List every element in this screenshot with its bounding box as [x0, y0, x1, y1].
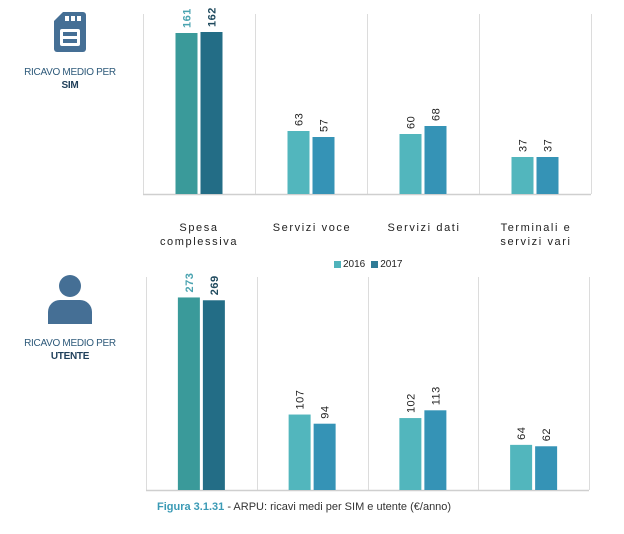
- bar-2017-3: [424, 410, 447, 490]
- bar-2016-1: [177, 297, 200, 490]
- legend-item-2016: 2016: [334, 259, 365, 270]
- user-label-line2: UTENTE: [50, 351, 90, 362]
- category-label-line: Terminali e: [500, 222, 572, 234]
- user-icon: [48, 275, 92, 324]
- category-label-voce: Servizi voce: [256, 221, 368, 235]
- bar-2017-3: [424, 126, 447, 194]
- data-label-2016-2: 63: [294, 113, 306, 126]
- category-label-line: Spesa: [179, 222, 219, 234]
- category-label-terminali: Terminali e servizi vari: [480, 221, 592, 249]
- data-label-2016-1: 273: [184, 273, 196, 293]
- bar-2016-1: [175, 33, 198, 194]
- bar-2017-1: [200, 32, 223, 194]
- data-label-2017-4: 37: [543, 139, 555, 152]
- sim-label-line2: SIM: [61, 80, 79, 91]
- legend-label-2016: 2016: [343, 259, 366, 270]
- figure-caption-text: - ARPU: ricavi medi per SIM e utente (€/…: [224, 501, 452, 513]
- data-label-2016-3: 102: [405, 393, 417, 413]
- figure-caption: Figura 3.1.31 - ARPU: ricavi medi per SI…: [157, 501, 451, 513]
- data-label-2017-3: 113: [430, 386, 442, 405]
- data-label-2017-1: 269: [209, 275, 221, 295]
- bar-2016-3: [399, 418, 422, 490]
- data-label-2017-3: 68: [431, 108, 443, 121]
- data-label-2017-4: 62: [541, 428, 553, 441]
- legend: 2016 2017: [334, 259, 403, 270]
- legend-swatch-2016: [334, 261, 341, 268]
- bar-2017-4: [536, 157, 559, 194]
- data-label-2016-2: 107: [295, 390, 307, 410]
- sim-card-icon: [54, 12, 86, 52]
- data-label-2016-3: 60: [406, 116, 418, 129]
- bar-2017-1: [202, 300, 225, 490]
- category-label-line: Servizi dati: [387, 222, 461, 234]
- data-label-2016-4: 64: [516, 427, 528, 440]
- user-side-label: RICAVO MEDIO PER UTENTE: [0, 337, 140, 363]
- bar-2017-4: [535, 446, 558, 490]
- bar-2016-4: [511, 157, 534, 194]
- user-label-line1: RICAVO MEDIO PER: [24, 338, 116, 349]
- data-label-2017-1: 162: [207, 7, 219, 27]
- data-label-2017-2: 57: [319, 119, 331, 132]
- user-side-panel: RICAVO MEDIO PER UTENTE: [0, 274, 140, 363]
- data-label-2017-2: 94: [320, 405, 332, 418]
- data-label-2016-1: 161: [182, 8, 194, 28]
- sim-side-panel: RICAVO MEDIO PER SIM: [0, 12, 140, 92]
- legend-item-2017: 2017: [371, 259, 403, 270]
- category-label-line: complessiva: [159, 236, 239, 248]
- bar-2016-2: [287, 131, 310, 194]
- legend-swatch-2017: [371, 261, 379, 268]
- bar-2017-2: [313, 423, 336, 490]
- category-label-spesa: Spesa complessiva: [143, 221, 255, 249]
- data-label-2016-4: 37: [518, 139, 530, 152]
- figure-number: Figura 3.1.31: [157, 501, 225, 513]
- sim-label-line1: RICAVO MEDIO PER: [24, 67, 116, 78]
- category-label-line: servizi vari: [500, 236, 572, 248]
- legend-label-2017: 2017: [380, 259, 403, 270]
- bar-2016-4: [510, 444, 533, 490]
- bar-2016-2: [288, 414, 311, 490]
- category-label-line: Servizi voce: [272, 222, 352, 234]
- sim-side-label: RICAVO MEDIO PER SIM: [0, 66, 140, 92]
- bar-2017-2: [312, 137, 335, 194]
- category-label-dati: Servizi dati: [368, 221, 480, 235]
- bar-2016-3: [399, 134, 422, 194]
